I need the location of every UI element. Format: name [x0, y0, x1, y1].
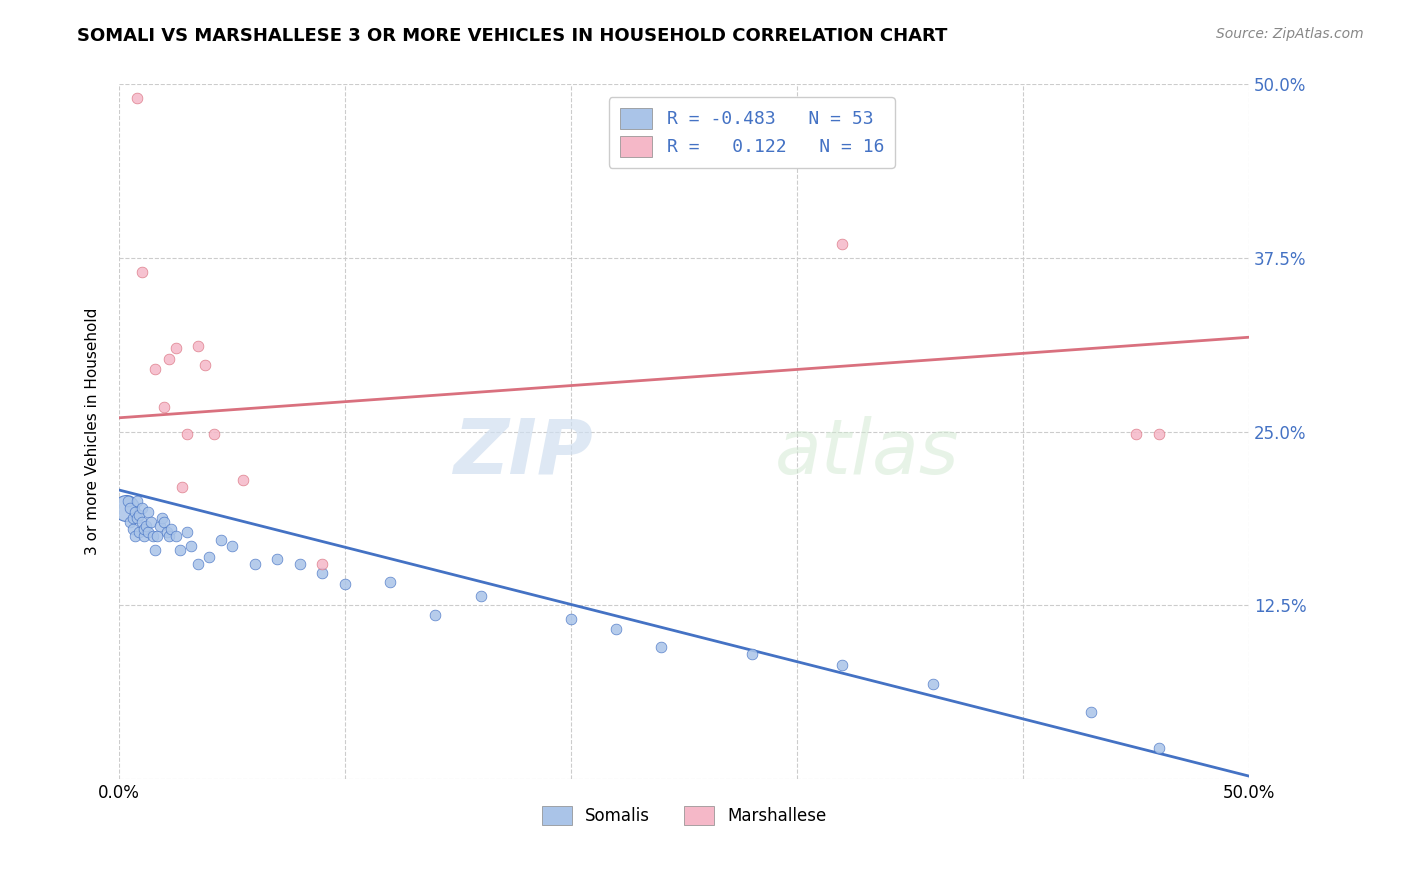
Text: Source: ZipAtlas.com: Source: ZipAtlas.com	[1216, 27, 1364, 41]
Point	[169, 542, 191, 557]
Legend: Somalis, Marshallese: Somalis, Marshallese	[534, 797, 835, 833]
Point	[138, 505, 160, 519]
Point	[1125, 427, 1147, 442]
Point	[221, 539, 243, 553]
Point	[157, 529, 180, 543]
Point	[921, 677, 943, 691]
Point	[138, 524, 160, 539]
Point	[128, 508, 150, 522]
Point	[157, 352, 180, 367]
Point	[311, 557, 333, 571]
Text: atlas: atlas	[775, 416, 959, 490]
Point	[470, 589, 492, 603]
Point	[202, 427, 225, 442]
Point	[180, 539, 202, 553]
Point	[172, 480, 194, 494]
Point	[605, 622, 627, 636]
Point	[149, 519, 172, 533]
Point	[425, 607, 447, 622]
Point	[127, 494, 149, 508]
Point	[311, 566, 333, 581]
Point	[650, 640, 672, 654]
Point	[143, 362, 166, 376]
Point	[741, 647, 763, 661]
Point	[120, 501, 142, 516]
Point	[132, 522, 155, 536]
Point	[114, 501, 136, 516]
Point	[127, 91, 149, 105]
Point	[209, 533, 232, 547]
Point	[176, 524, 198, 539]
Point	[831, 237, 853, 252]
Point	[127, 510, 149, 524]
Point	[1080, 705, 1102, 719]
Point	[165, 529, 187, 543]
Text: SOMALI VS MARSHALLESE 3 OR MORE VEHICLES IN HOUSEHOLD CORRELATION CHART: SOMALI VS MARSHALLESE 3 OR MORE VEHICLES…	[77, 27, 948, 45]
Point	[155, 524, 177, 539]
Point	[143, 542, 166, 557]
Point	[198, 549, 221, 564]
Point	[1147, 741, 1170, 756]
Point	[124, 529, 146, 543]
Point	[831, 658, 853, 673]
Point	[1147, 427, 1170, 442]
Point	[120, 515, 142, 529]
Point	[560, 612, 582, 626]
Point	[124, 505, 146, 519]
Point	[117, 494, 139, 508]
Point	[243, 557, 266, 571]
Point	[333, 577, 356, 591]
Text: ZIP: ZIP	[454, 416, 593, 490]
Point	[150, 510, 173, 524]
Point	[165, 342, 187, 356]
Point	[187, 557, 209, 571]
Y-axis label: 3 or more Vehicles in Household: 3 or more Vehicles in Household	[86, 308, 100, 556]
Point	[194, 358, 217, 372]
Point	[131, 501, 153, 516]
Point	[176, 427, 198, 442]
Point	[121, 522, 143, 536]
Point	[131, 515, 153, 529]
Point	[135, 519, 157, 533]
Point	[288, 557, 311, 571]
Point	[266, 552, 288, 566]
Point	[153, 400, 176, 414]
Point	[131, 265, 153, 279]
Point	[128, 524, 150, 539]
Point	[146, 529, 169, 543]
Point	[142, 529, 165, 543]
Point	[187, 338, 209, 352]
Point	[121, 510, 143, 524]
Point	[153, 515, 176, 529]
Point	[380, 574, 402, 589]
Point	[232, 473, 254, 487]
Point	[160, 522, 183, 536]
Point	[139, 515, 162, 529]
Point	[132, 529, 155, 543]
